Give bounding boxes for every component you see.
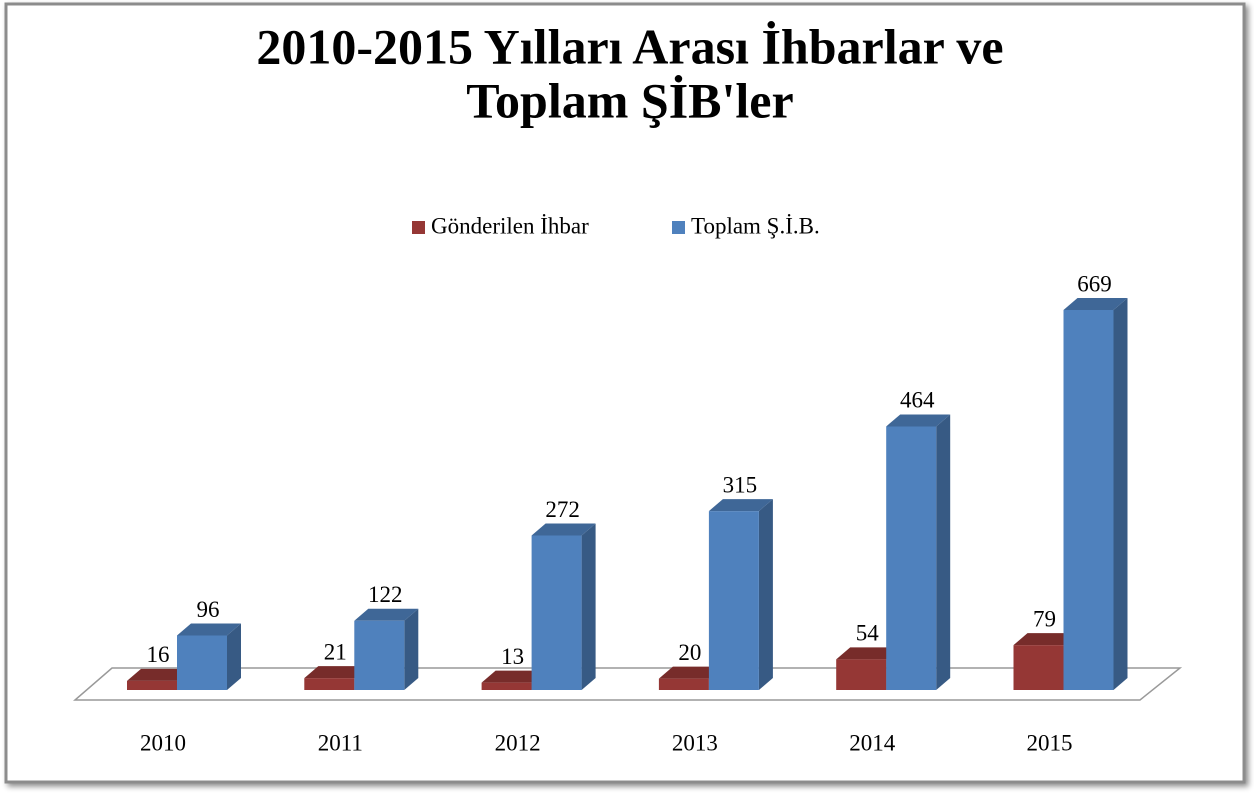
bar-face — [481, 670, 546, 683]
legend-swatch — [412, 221, 425, 234]
legend-label: Gönderilen İhbar — [431, 213, 589, 238]
x-tick-label: 2013 — [672, 730, 718, 755]
x-tick-label: 2011 — [318, 730, 363, 755]
bar-face — [531, 523, 596, 536]
bar-face — [1063, 298, 1128, 310]
bar-face — [304, 678, 355, 690]
bar-face — [127, 680, 177, 690]
bar-face — [886, 414, 951, 427]
x-tick-label: 2014 — [849, 730, 896, 755]
data-label: 669 — [1077, 271, 1112, 296]
data-label: 79 — [1033, 606, 1056, 631]
data-label: 122 — [368, 582, 403, 607]
legend-swatch — [672, 221, 685, 234]
bar-face — [758, 499, 773, 690]
bar-face — [1013, 645, 1064, 690]
chart-title: Toplam ŞİB'ler — [466, 72, 793, 128]
bar-face — [708, 511, 759, 690]
bar-face — [581, 523, 596, 690]
data-label: 464 — [900, 388, 935, 413]
data-label: 272 — [545, 497, 580, 522]
legend-label: Toplam Ş.İ.B. — [691, 213, 820, 238]
data-label: 96 — [197, 597, 220, 622]
bar-face — [708, 499, 773, 512]
data-label: 315 — [723, 472, 758, 497]
data-label: 54 — [856, 621, 880, 646]
bar-face — [886, 426, 937, 690]
data-label: 16 — [147, 642, 170, 667]
bar — [531, 523, 596, 690]
bar-face — [177, 635, 227, 690]
bar — [886, 414, 951, 690]
bar-face — [936, 414, 951, 690]
bar-face — [658, 678, 709, 690]
bar-face — [404, 608, 419, 690]
bar — [1063, 298, 1128, 690]
bar-face — [304, 666, 369, 679]
bar-face — [177, 623, 241, 636]
x-tick-label: 2012 — [495, 730, 541, 755]
bar — [708, 499, 773, 690]
bar-face — [354, 620, 405, 690]
bar-face — [127, 668, 191, 681]
bar — [127, 668, 191, 690]
bar-face — [1013, 633, 1078, 646]
bar-face — [658, 666, 723, 679]
bar-face — [354, 608, 419, 621]
bar-face — [836, 659, 887, 690]
x-tick-label: 2015 — [1027, 730, 1073, 755]
bar — [354, 608, 419, 690]
bar-face — [481, 682, 532, 690]
bar-face — [227, 623, 241, 690]
data-label: 21 — [324, 639, 347, 664]
bar — [177, 623, 241, 690]
bar-face — [1113, 298, 1128, 690]
bar-face — [531, 535, 582, 690]
bar-face — [836, 647, 901, 660]
x-tick-label: 2010 — [140, 730, 186, 755]
bar-face — [1063, 310, 1114, 690]
data-label: 20 — [678, 640, 701, 665]
chart-title: 2010-2015 Yılları Arası İhbarlar ve — [256, 18, 1003, 74]
data-label: 13 — [501, 644, 524, 669]
